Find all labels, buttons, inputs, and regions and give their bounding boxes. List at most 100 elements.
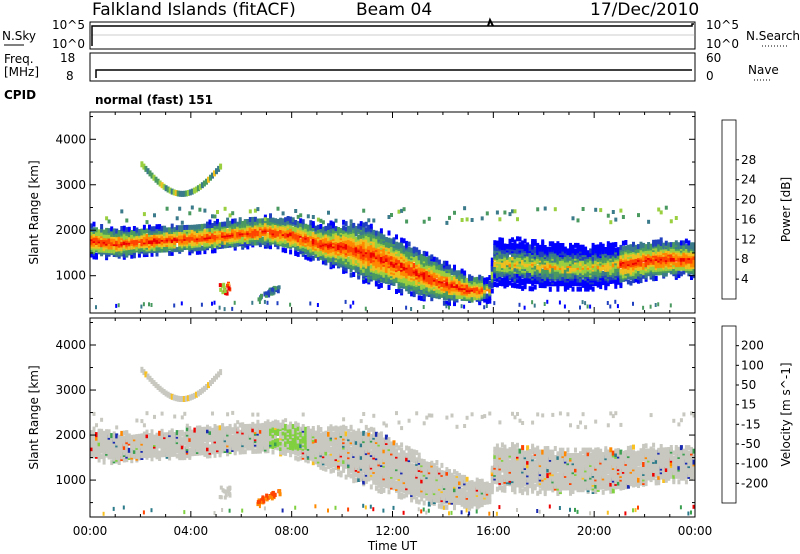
power-cell [556, 257, 560, 263]
power-cell [561, 275, 565, 281]
power-cell [115, 228, 119, 234]
power-cell [208, 219, 212, 225]
power-cell [120, 226, 124, 231]
vel-cell [168, 455, 172, 461]
power-cell [183, 228, 187, 234]
power-cell [490, 281, 494, 287]
power-cell [349, 219, 353, 224]
power-cell [425, 251, 429, 257]
vel-cell [102, 430, 106, 436]
power-cell [180, 190, 184, 197]
power-cell [222, 285, 226, 290]
power-cell [281, 218, 285, 224]
power-cell [397, 269, 401, 275]
power-cell [589, 268, 593, 274]
vel-cell [132, 434, 136, 440]
power-cell [158, 236, 162, 242]
power-cell [263, 234, 267, 240]
power-cell [251, 300, 254, 305]
power-cell [692, 251, 696, 257]
power-cell [556, 279, 560, 285]
power-cell [448, 297, 451, 303]
beam-title: Beam 04 [356, 0, 433, 20]
power-cell [556, 286, 560, 292]
vel-cell [236, 420, 240, 425]
power-cell [190, 232, 194, 238]
power-cell [485, 211, 489, 216]
power-cell [382, 234, 386, 240]
power-cell [369, 251, 373, 256]
power-cell [92, 254, 96, 260]
power-cell [321, 220, 325, 225]
power-cell [203, 223, 207, 229]
power-cell [591, 273, 595, 279]
power-cell [117, 242, 121, 248]
power-cell [211, 172, 214, 179]
power-cell [216, 210, 219, 214]
power-cell [649, 249, 653, 255]
power-cell [427, 270, 431, 276]
power-cell [546, 277, 550, 283]
power-cell [521, 247, 525, 253]
power-cell [304, 223, 308, 229]
power-cell [468, 274, 472, 280]
power-cell [684, 247, 688, 253]
power-cell [374, 230, 378, 236]
power-cell [591, 246, 595, 252]
power-cell [223, 289, 227, 293]
power-cell [644, 260, 648, 266]
power-cell [263, 299, 266, 304]
power-cell [395, 241, 398, 247]
power-cell [216, 218, 219, 224]
power-cell [347, 238, 351, 244]
power-cell [511, 242, 514, 248]
power-cell [211, 228, 214, 234]
vel-cell [236, 426, 240, 432]
power-cell [200, 223, 204, 229]
power-cell [364, 227, 368, 233]
power-cell [384, 266, 388, 272]
power-cell [384, 237, 388, 242]
power-cell [455, 293, 459, 299]
power-cell [536, 242, 540, 248]
power-cell [213, 300, 216, 305]
power-cell [533, 264, 537, 270]
power-cell [682, 269, 686, 275]
power-cell [677, 269, 681, 275]
power-cell [659, 244, 663, 250]
power-cell [281, 247, 285, 253]
power-cell [369, 223, 373, 229]
power-cell [569, 242, 572, 248]
power-cell [170, 250, 174, 256]
power-cell [548, 241, 552, 247]
power-cell [170, 227, 174, 233]
power-cell [107, 237, 111, 243]
vel-cell [188, 447, 192, 453]
vel-cell [213, 427, 217, 433]
vel-cell [211, 411, 214, 416]
power-cell [430, 296, 434, 302]
power-cell [168, 250, 172, 256]
power-cell [599, 242, 603, 248]
power-cell [175, 225, 179, 231]
vel-cell [188, 436, 192, 442]
vel-cell [241, 449, 245, 455]
power-cell [127, 226, 131, 232]
power-cell [344, 242, 348, 248]
power-cell [339, 240, 343, 246]
power-cell [566, 273, 570, 279]
power-cell [153, 237, 156, 243]
power-cell [669, 303, 672, 308]
power-cell [190, 224, 194, 230]
power-cell [548, 281, 552, 287]
power-cell [548, 246, 552, 252]
power-cell [576, 286, 580, 292]
power-cell [687, 244, 691, 250]
power-cell [606, 213, 610, 218]
power-cell [649, 271, 653, 276]
power-cell [95, 252, 98, 258]
power-cell [344, 239, 348, 245]
vel-cell [206, 439, 209, 445]
nave-label: Nave [748, 63, 779, 77]
power-cell [339, 228, 343, 233]
